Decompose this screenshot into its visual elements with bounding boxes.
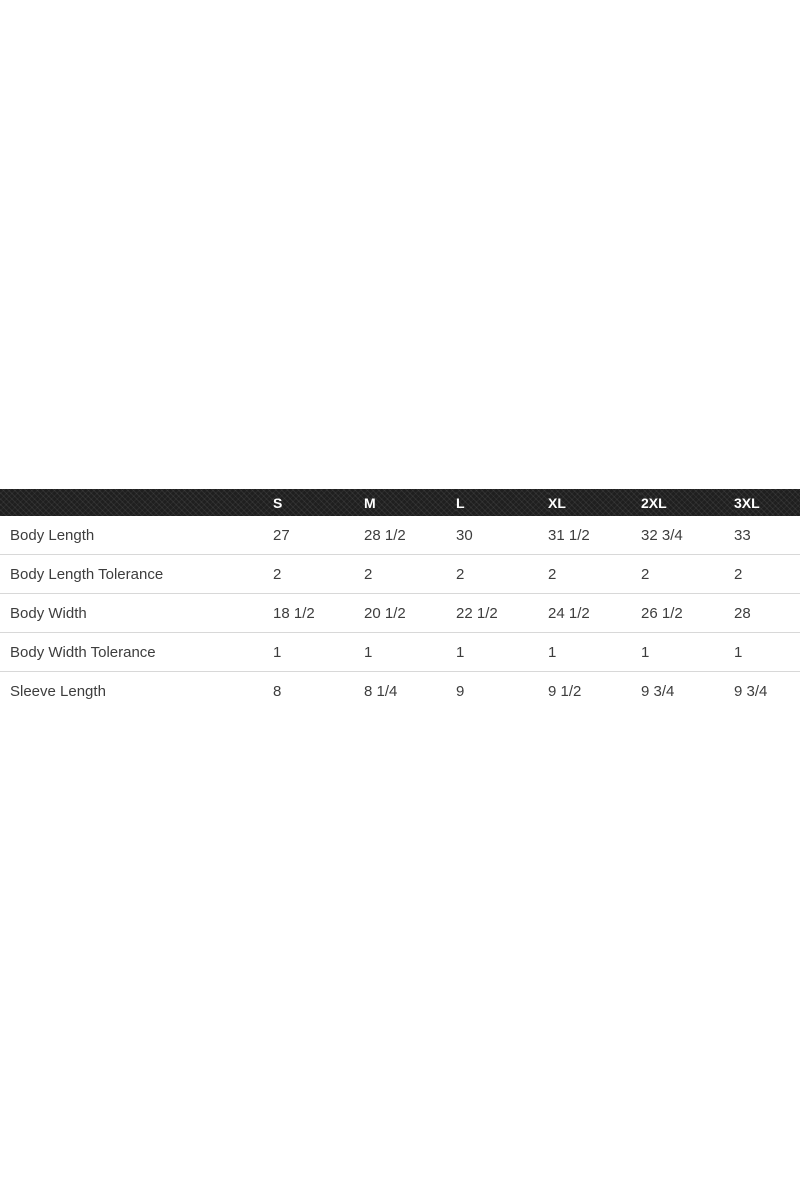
cell-bwt-m: 1 — [364, 632, 456, 672]
row-label: Body Width — [0, 593, 273, 633]
cell-body-length-xl: 31 1/2 — [548, 526, 590, 544]
cell-sleeve-length-2xl: 9 3/4 — [641, 671, 734, 710]
header-cell-size-3xl: 3XL — [734, 489, 800, 516]
row-label: Body Length — [10, 526, 95, 544]
header-cell-size-s: S — [273, 489, 364, 516]
cell-body-length-3xl: 33 — [734, 526, 751, 544]
header-cell-empty — [0, 489, 273, 516]
cell-body-width-2xl: 26 1/2 — [641, 593, 734, 633]
header-cell-size-2xl: 2XL — [641, 489, 734, 516]
cell-blt-2xl: 2 — [641, 554, 734, 594]
cell-sleeve-length-l: 9 — [456, 671, 548, 710]
cell-bwt-2xl: 1 — [641, 632, 734, 672]
table-row-sleeve-length: Sleeve Length 8 8 1/4 9 9 1/2 9 3/4 9 3/… — [0, 671, 800, 710]
row-label: Sleeve Length — [0, 671, 273, 710]
cell-blt-m: 2 — [364, 554, 456, 594]
cell-blt-3xl: 2 — [734, 554, 800, 594]
table-row-body-length: Body Length 27 28 1/2 30 31 1/2 32 3/4 3… — [0, 516, 800, 555]
cell-body-width-xl: 24 1/2 — [548, 593, 641, 633]
cell-sleeve-length-3xl: 9 3/4 — [734, 671, 800, 710]
size-chart-header: S M L XL 2XL 3XL — [0, 489, 800, 516]
cell-sleeve-length-m: 8 1/4 — [364, 671, 456, 710]
cell-body-length-l: 30 — [456, 526, 473, 544]
cell-blt-xl: 2 — [548, 554, 641, 594]
cell-sleeve-length-xl: 9 1/2 — [548, 671, 641, 710]
cell-sleeve-length-s: 8 — [273, 671, 364, 710]
row-label: Body Width Tolerance — [0, 632, 273, 672]
table-row-body-width-tolerance: Body Width Tolerance 1 1 1 1 1 1 — [0, 632, 800, 672]
header-cell-size-l: L — [456, 489, 548, 516]
cell-blt-l: 2 — [456, 554, 548, 594]
cell-body-width-m: 20 1/2 — [364, 593, 456, 633]
cell-bwt-l: 1 — [456, 632, 548, 672]
cell-bwt-3xl: 1 — [734, 632, 800, 672]
cell-bwt-xl: 1 — [548, 632, 641, 672]
cell-body-width-s: 18 1/2 — [273, 593, 364, 633]
row-label: Body Length Tolerance — [0, 554, 273, 594]
header-cell-size-xl: XL — [548, 489, 641, 516]
cell-bwt-s: 1 — [273, 632, 364, 672]
table-row-body-length-tolerance: Body Length Tolerance 2 2 2 2 2 2 — [0, 554, 800, 594]
header-cell-size-m: M — [364, 489, 456, 516]
header-row: S M L XL 2XL 3XL — [0, 489, 800, 516]
table-row-body-width: Body Width 18 1/2 20 1/2 22 1/2 24 1/2 2… — [0, 593, 800, 633]
cell-body-width-3xl: 28 — [734, 593, 800, 633]
size-chart-table: S M L XL 2XL 3XL Body Length 27 28 1/2 3… — [0, 489, 800, 710]
cell-body-length-m: 28 1/2 — [364, 526, 406, 544]
size-chart-body: Body Length 27 28 1/2 30 31 1/2 32 3/4 3… — [0, 516, 800, 710]
cell-body-width-l: 22 1/2 — [456, 593, 548, 633]
cell-blt-s: 2 — [273, 554, 364, 594]
cell-body-length-2xl: 32 3/4 — [641, 526, 683, 544]
size-chart-section: S M L XL 2XL 3XL Body Length 27 28 1/2 3… — [0, 489, 800, 710]
cell-body-length-s: 27 — [273, 526, 290, 544]
